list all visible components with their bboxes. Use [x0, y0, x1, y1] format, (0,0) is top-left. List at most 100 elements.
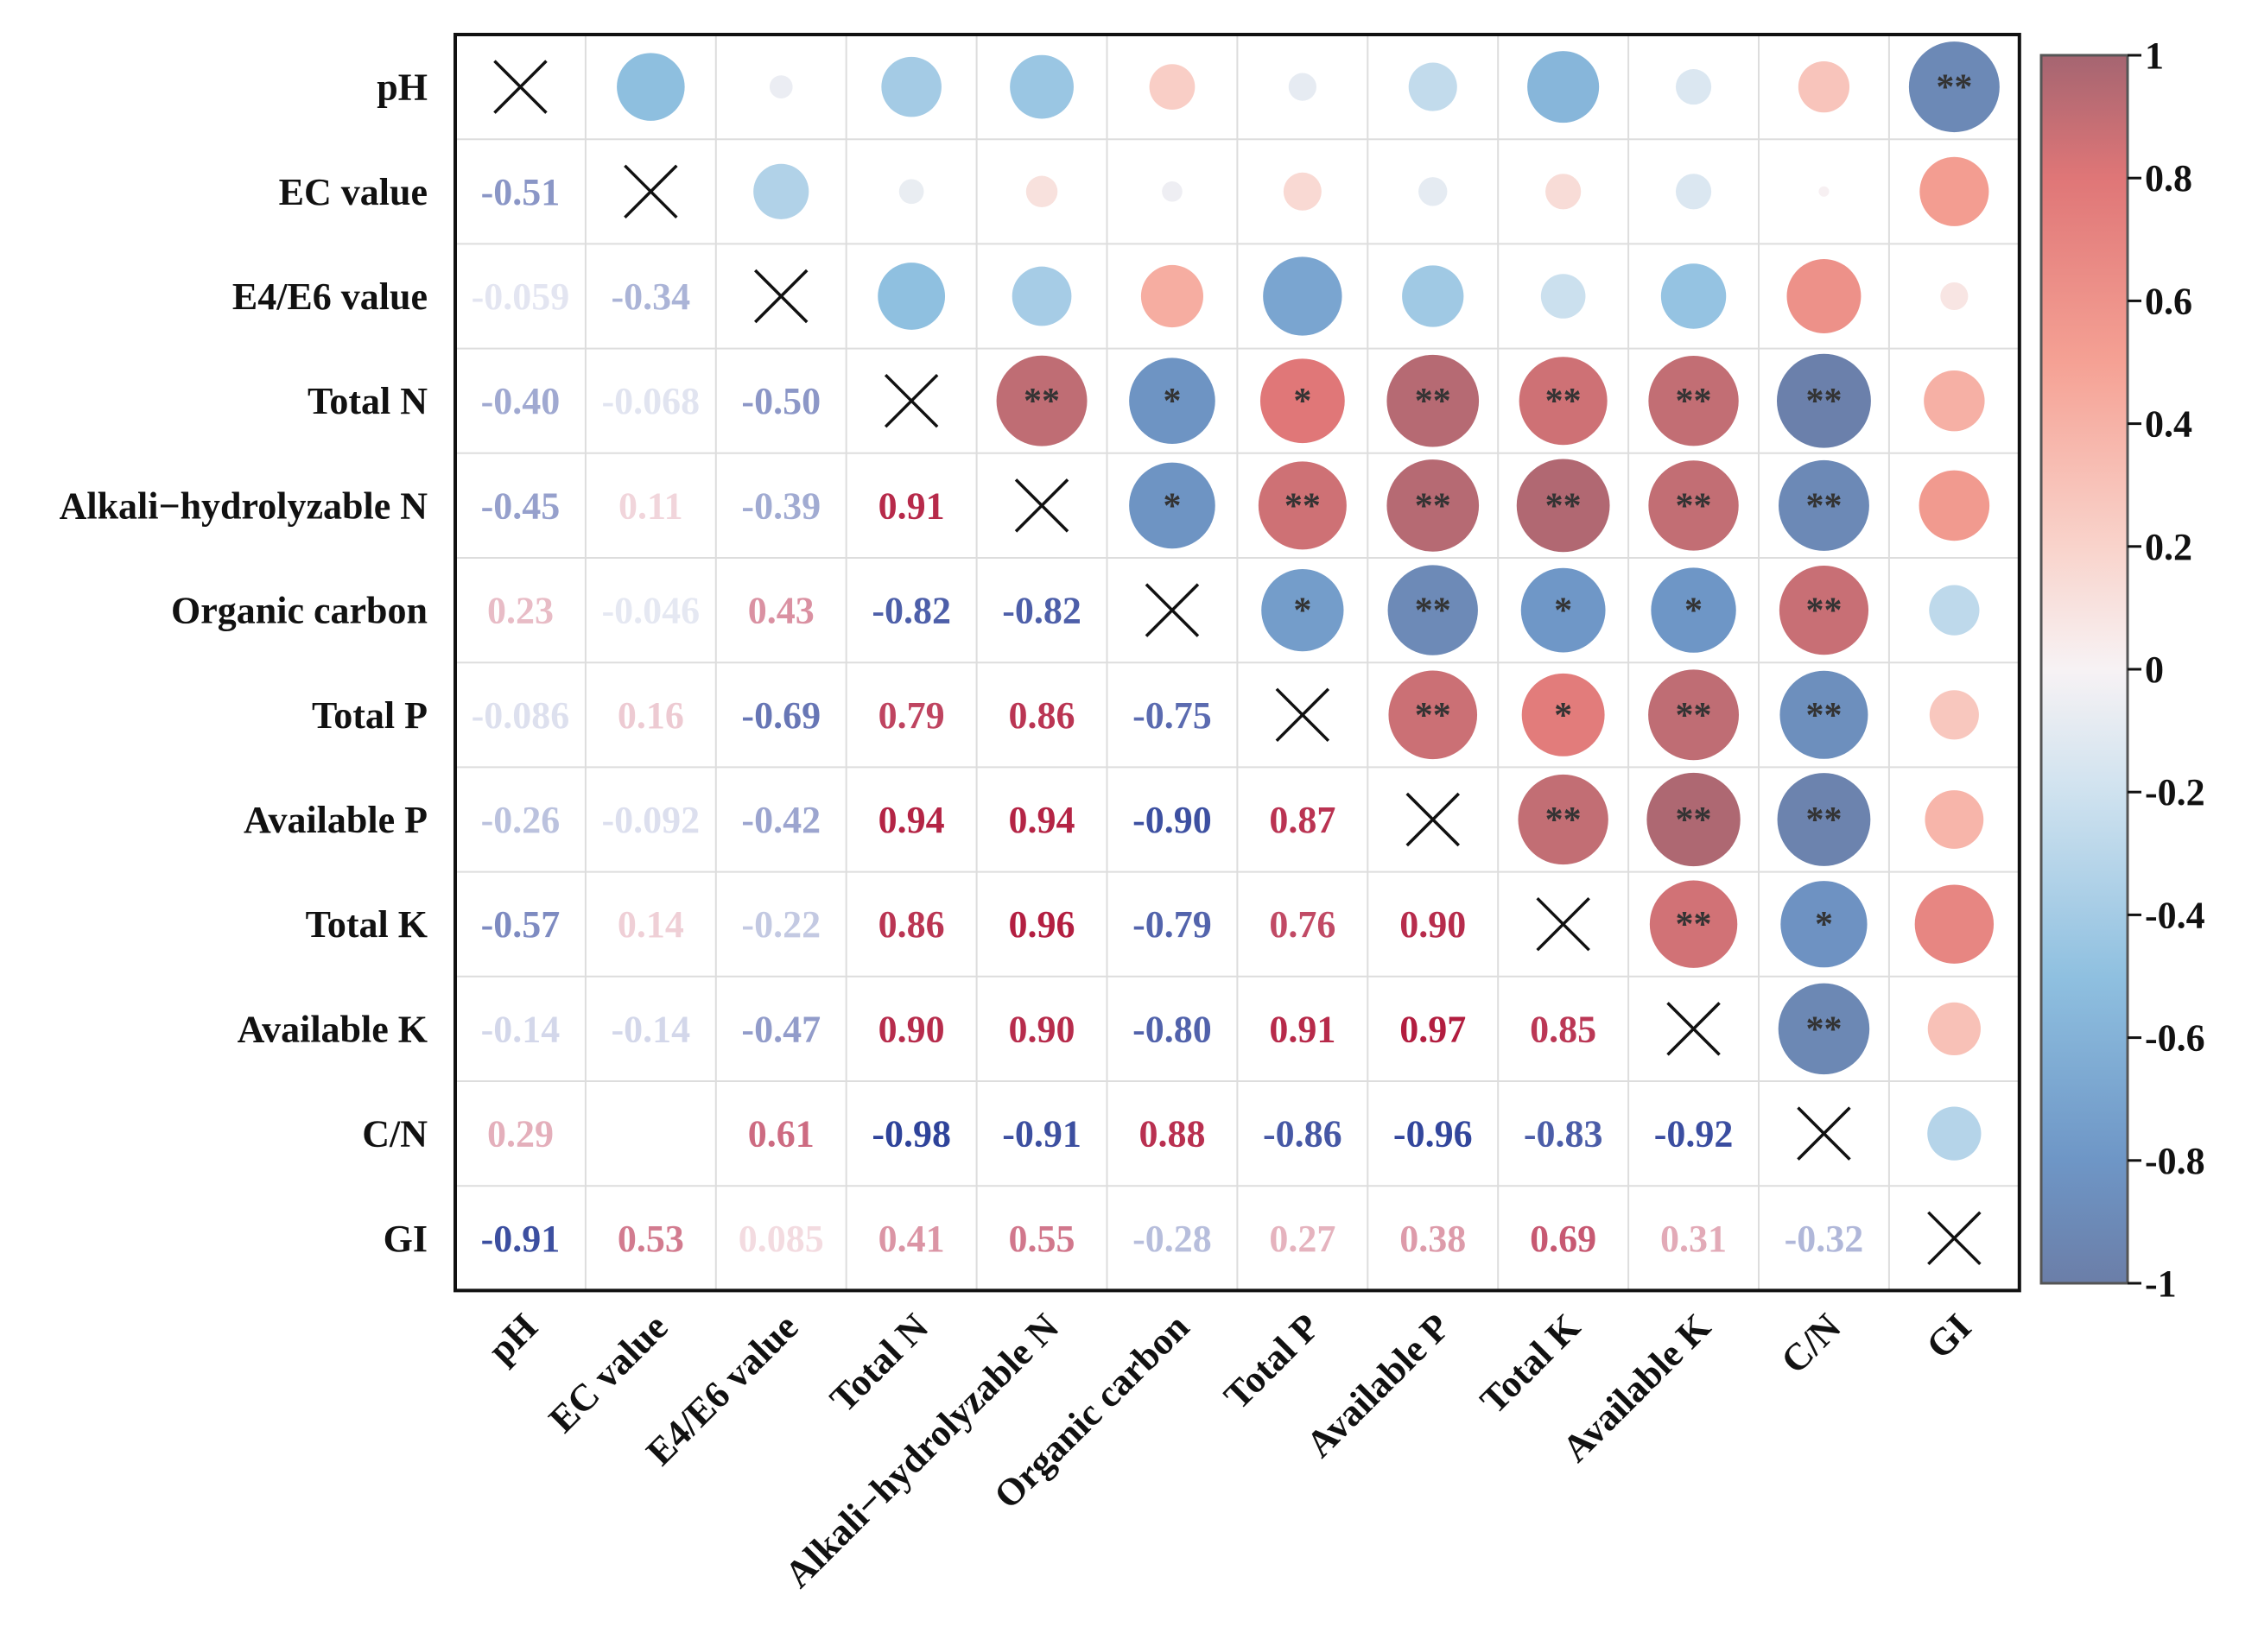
- correlation-value: 0.86: [1009, 694, 1075, 737]
- correlation-circle: [1521, 673, 1605, 756]
- correlation-value: 0.90: [1009, 1008, 1075, 1050]
- correlation-value: 0.86: [878, 903, 945, 946]
- correlation-value: 0.38: [1399, 1218, 1466, 1260]
- correlation-circle: [1648, 460, 1739, 551]
- significance-mark: **: [1024, 382, 1060, 421]
- diagonal-cross-mark: [754, 269, 809, 324]
- heatmap-grid: [455, 35, 2020, 1291]
- correlation-value: -0.086: [472, 694, 570, 737]
- significance-mark: **: [1415, 382, 1451, 421]
- correlation-value: 0.87: [1269, 799, 1335, 841]
- colorbar: [2039, 54, 2129, 1285]
- significance-mark: **: [1415, 592, 1451, 631]
- colorbar-tick-label: -0.6: [2145, 1017, 2205, 1060]
- correlation-value: 0.94: [878, 799, 945, 841]
- correlation-circle: [1778, 459, 1869, 551]
- significance-mark: *: [1293, 592, 1311, 631]
- colorbar-tick-label: -0.2: [2145, 771, 2205, 813]
- correlation-value: -0.91: [481, 1218, 561, 1260]
- diagonal-cross-mark: [1927, 1211, 1982, 1266]
- diagonal-cross-mark: [1405, 792, 1460, 847]
- correlation-value: -0.69: [741, 694, 821, 737]
- colorbar-tick-label: -1: [2145, 1263, 2177, 1305]
- correlation-circle: [881, 56, 942, 117]
- row-label: Total P: [312, 694, 428, 737]
- significance-mark: **: [1415, 696, 1451, 736]
- colorbar-tick-label: 0.8: [2145, 157, 2192, 199]
- correlation-circle: [1418, 177, 1448, 206]
- correlation-value: -0.45: [481, 484, 561, 527]
- correlation-circle: [1908, 41, 2000, 133]
- row-label: GI: [384, 1218, 428, 1260]
- row-label: C/N: [362, 1113, 428, 1155]
- significance-mark: **: [1284, 486, 1321, 526]
- correlation-value: 0.16: [618, 694, 684, 737]
- correlation-circle: [1516, 459, 1610, 553]
- correlation-value: -0.82: [1002, 590, 1081, 632]
- correlation-circle: [1545, 174, 1582, 210]
- correlation-circle: [1646, 772, 1741, 867]
- correlation-circle: [753, 163, 809, 219]
- correlation-circle: [1518, 774, 1608, 865]
- correlation-circle: [1261, 568, 1344, 652]
- correlation-value: 0.97: [1399, 1008, 1466, 1050]
- colorbar-tick-label: 0.2: [2145, 526, 2192, 568]
- diagonal-cross-mark: [1797, 1106, 1851, 1161]
- row-label: Available K: [238, 1008, 428, 1050]
- correlation-circle: [1940, 282, 1969, 311]
- row-label: Available P: [244, 799, 428, 841]
- correlation-value: -0.82: [872, 590, 951, 632]
- significance-mark: *: [1815, 905, 1833, 945]
- correlation-value: 0.88: [1139, 1113, 1205, 1155]
- significance-mark: **: [1676, 696, 1712, 736]
- diagonal-cross-mark: [1666, 1002, 1721, 1056]
- significance-mark: *: [1163, 382, 1181, 421]
- correlation-value: -0.14: [481, 1008, 561, 1050]
- correlation-value: -0.046: [602, 590, 701, 632]
- correlation-value: 0.90: [1399, 903, 1466, 946]
- correlation-circle: [1914, 884, 1995, 964]
- column-label: C/N: [1773, 1306, 1849, 1382]
- column-label: Available P: [1298, 1306, 1458, 1465]
- diagonal-cross-mark: [1275, 687, 1330, 743]
- correlation-value: -0.90: [1132, 799, 1212, 841]
- correlation-circle: [1786, 259, 1862, 333]
- correlation-circle: [1129, 358, 1215, 445]
- correlation-circle: [1780, 881, 1868, 968]
- correlation-circle: [1527, 51, 1600, 123]
- column-label: Total P: [1215, 1306, 1327, 1417]
- row-label: E4/E6 value: [232, 275, 428, 318]
- correlation-circle: [1798, 60, 1850, 113]
- correlation-circle: [1288, 73, 1316, 101]
- significance-mark: **: [1805, 382, 1842, 421]
- correlation-value: 0.85: [1530, 1008, 1596, 1050]
- correlation-circle: [1649, 880, 1738, 968]
- correlation-value: -0.14: [612, 1008, 691, 1050]
- colorbar-tick-label: 0.6: [2145, 280, 2192, 322]
- correlation-circle: [1263, 256, 1342, 336]
- correlation-value: -0.47: [741, 1008, 821, 1050]
- significance-mark: **: [1936, 68, 1972, 108]
- column-label: Total N: [821, 1306, 936, 1421]
- correlation-value: -0.42: [741, 799, 821, 841]
- correlation-value: 0.31: [1660, 1218, 1727, 1260]
- correlation-circle: [769, 75, 793, 98]
- diagonal-cross-mark: [624, 164, 678, 219]
- correlation-value: -0.86: [1263, 1113, 1342, 1155]
- row-label: Alkali−hydrolyzable N: [60, 484, 428, 527]
- correlation-value: -0.28: [1132, 1218, 1212, 1260]
- significance-mark: *: [1684, 592, 1703, 631]
- correlation-circle: [1283, 172, 1322, 211]
- correlation-value: 0.43: [748, 590, 815, 632]
- correlation-value: -0.26: [481, 799, 561, 841]
- correlation-circle: [1540, 274, 1586, 319]
- correlation-value: 0.61: [748, 1113, 815, 1155]
- row-label: Total N: [308, 380, 428, 422]
- correlation-value: 0.11: [618, 484, 683, 527]
- significance-mark: **: [1805, 486, 1842, 526]
- correlation-value: 0.79: [878, 694, 945, 737]
- correlation-circle: [1675, 69, 1712, 105]
- correlation-circle: [1012, 266, 1072, 326]
- correlation-value: 0.41: [878, 1218, 945, 1260]
- correlation-circle: [1924, 370, 1985, 432]
